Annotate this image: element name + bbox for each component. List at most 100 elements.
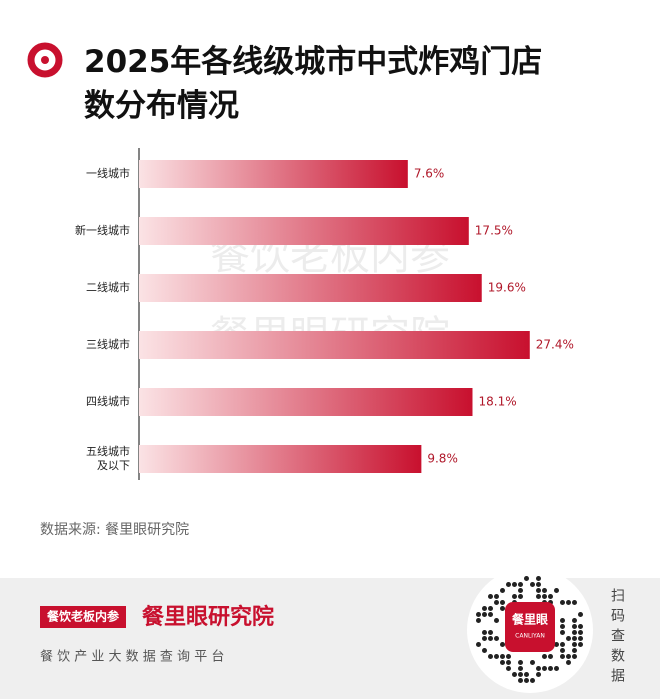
qr-dot (482, 648, 487, 653)
qr-dot (578, 636, 583, 641)
qr-dot (494, 594, 499, 599)
qr-dot (482, 630, 487, 635)
qr-dot (506, 582, 511, 587)
qr-dot (476, 642, 481, 647)
qr-dot (518, 582, 523, 587)
qr-dot (560, 624, 565, 629)
qr-dot (500, 600, 505, 605)
title: 2025年各线级城市中式炸鸡门店数分布情况 (84, 44, 543, 124)
qr-dot (488, 594, 493, 599)
qr-dot (518, 660, 523, 665)
qr-dot (566, 636, 571, 641)
qr-dot (572, 654, 577, 659)
bar (139, 274, 482, 302)
qr-dot (554, 666, 559, 671)
qr-dot (488, 654, 493, 659)
category-label: 三线城市 (86, 337, 130, 351)
qr-dot (578, 612, 583, 617)
qr-dot (506, 654, 511, 659)
category-label: 一线城市 (86, 166, 130, 180)
qr-dot (572, 636, 577, 641)
value-label: 7.6% (414, 167, 445, 181)
qr-dot (542, 654, 547, 659)
qr-dot (500, 606, 505, 611)
qr-dot (572, 624, 577, 629)
qr-dot (560, 618, 565, 623)
qr-dot (518, 594, 523, 599)
qr-dot (494, 636, 499, 641)
footer-brand: 餐饮老板内参 (47, 609, 120, 624)
qr-dot (518, 678, 523, 683)
qr-dot (572, 618, 577, 623)
qr-dot (518, 588, 523, 593)
qr-dot (524, 576, 529, 581)
qr-dot (536, 666, 541, 671)
qr-dot (518, 672, 523, 677)
bar (139, 160, 408, 188)
brand-box (40, 606, 126, 628)
category-label: 二线城市 (86, 280, 130, 294)
qr-dot (566, 600, 571, 605)
footer-institute: 餐里眼研究院 (142, 604, 274, 630)
qr-dot (548, 666, 553, 671)
qr-dot (512, 594, 517, 599)
qr-dot (494, 600, 499, 605)
qr-dot (506, 666, 511, 671)
qr-dot (560, 648, 565, 653)
qr-dot (566, 654, 571, 659)
qr-dot (476, 618, 481, 623)
qr-dot (542, 666, 547, 671)
qr-dot (494, 618, 499, 623)
qr-dot (512, 582, 517, 587)
qr-label: 餐里眼 (512, 612, 548, 627)
qr-dot (536, 576, 541, 581)
qr-dot (542, 594, 547, 599)
footer-slogan: 餐 饮 产 业 大 数 据 查 询 平 台 (40, 649, 224, 665)
qr-dot (500, 654, 505, 659)
qr-dot (530, 582, 535, 587)
qr-logo (505, 602, 555, 652)
qr-dot (488, 630, 493, 635)
title-icon-dot (41, 56, 49, 64)
qr-dot (476, 612, 481, 617)
qr-dot (566, 660, 571, 665)
qr-dot (554, 588, 559, 593)
qr-dot (548, 594, 553, 599)
qr-dot (518, 666, 523, 671)
qr-dot (506, 660, 511, 665)
qr-dot (482, 636, 487, 641)
qr-dot (560, 654, 565, 659)
source: 数据来源: 餐里眼研究院 (40, 522, 189, 538)
qr-dot (536, 594, 541, 599)
qr-dot (560, 600, 565, 605)
qr-dot (536, 582, 541, 587)
qr-sublabel: CANLIYAN (515, 633, 545, 640)
qr-dot (560, 642, 565, 647)
qr-dot (560, 630, 565, 635)
value-label: 18.1% (478, 395, 516, 409)
value-label: 19.6% (488, 281, 526, 295)
qr-dot (488, 612, 493, 617)
qr-dot (500, 588, 505, 593)
qr-dot (500, 660, 505, 665)
bar (139, 331, 530, 359)
qr-dot (536, 672, 541, 677)
qr-dot (578, 630, 583, 635)
qr-dot (482, 606, 487, 611)
value-label: 17.5% (475, 224, 513, 238)
scan-text: 扫码查数据 (609, 588, 625, 688)
qr-dot (494, 654, 499, 659)
qr-dot (524, 672, 529, 677)
category-label: 新一线城市 (75, 223, 130, 237)
category-label: 四线城市 (86, 394, 130, 408)
value-label: 27.4% (536, 338, 574, 352)
value-label: 9.8% (427, 452, 458, 466)
bar (139, 217, 469, 245)
qr-dot (578, 624, 583, 629)
qr-dot (524, 678, 529, 683)
category-label: 五线城市及以下 (86, 444, 130, 472)
qr-dot (554, 642, 559, 647)
qr-dot (572, 642, 577, 647)
